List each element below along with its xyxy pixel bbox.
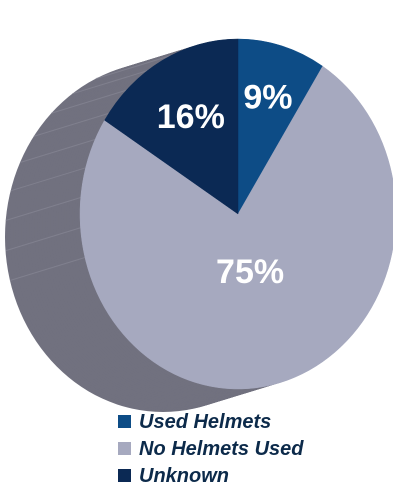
legend-label-no-helmets-used: No Helmets Used bbox=[139, 437, 304, 460]
pie-side-edge-line bbox=[19, 139, 96, 163]
chart-legend: Used Helmets No Helmets Used Unknown bbox=[118, 408, 378, 490]
pie-data-labels: 9% 75% 16% bbox=[157, 79, 293, 291]
pie-slices bbox=[79, 38, 393, 390]
pie-side-edge-line bbox=[33, 112, 109, 137]
pie-side-edge-line bbox=[95, 55, 171, 80]
legend-swatch-no-helmets-used bbox=[118, 442, 131, 455]
legend-swatch-used-helmets bbox=[118, 415, 131, 428]
legend-swatch-unknown bbox=[118, 469, 131, 482]
data-label-used-helmets: 9% bbox=[243, 79, 292, 117]
data-label-unknown: 16% bbox=[157, 98, 225, 136]
legend-label-used-helmets: Used Helmets bbox=[139, 410, 272, 433]
legend-label-unknown: Unknown bbox=[139, 464, 229, 487]
legend-item-unknown: Unknown bbox=[118, 462, 378, 489]
pie-side-edge-line bbox=[5, 227, 81, 252]
data-label-no-helmets-used: 75% bbox=[216, 253, 284, 291]
legend-item-no-helmets-used: No Helmets Used bbox=[118, 435, 378, 462]
pie-side-edge-line bbox=[10, 167, 86, 192]
pie-side-edge-line bbox=[72, 70, 148, 95]
pie-slice-unknown bbox=[104, 38, 239, 215]
legend-item-used-helmets: Used Helmets bbox=[118, 408, 378, 435]
pie-side-edge-line bbox=[51, 89, 127, 114]
pie-side-edge-line bbox=[9, 257, 86, 281]
pie-slice-no-helmets-used bbox=[79, 65, 393, 390]
pie-slice-used-helmets bbox=[237, 38, 323, 215]
pie-side-edge-line bbox=[5, 197, 81, 222]
